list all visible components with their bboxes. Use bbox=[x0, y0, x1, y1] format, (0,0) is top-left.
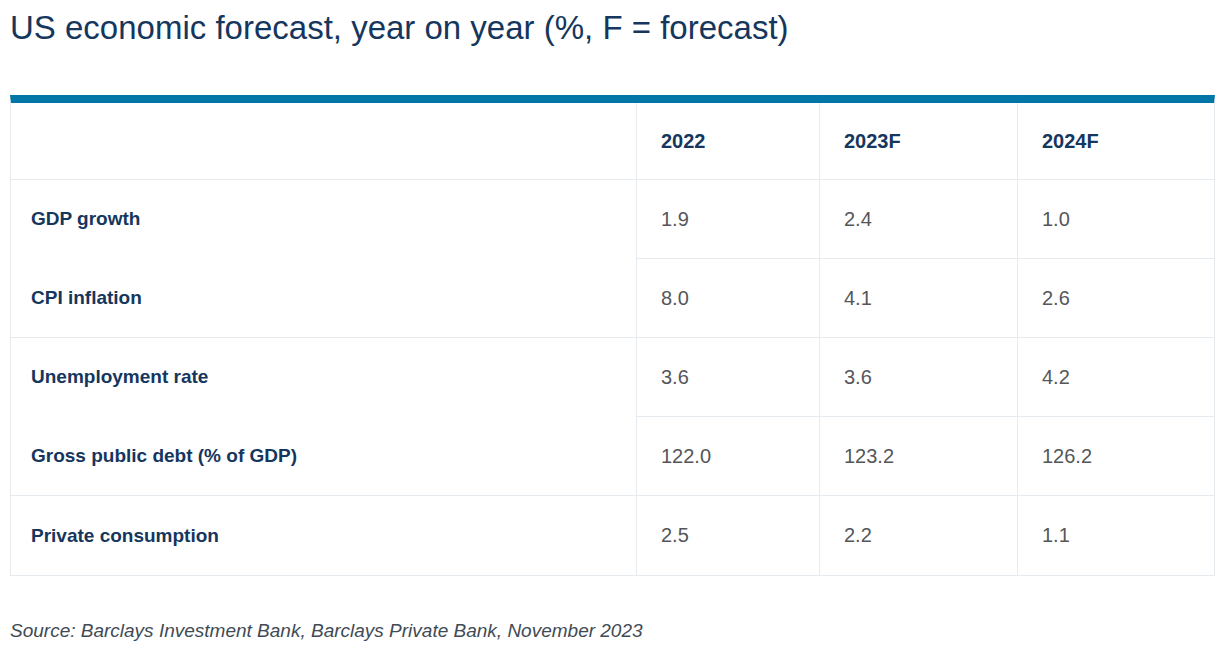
column-header-empty bbox=[11, 103, 636, 180]
source-note: Source: Barclays Investment Bank, Barcla… bbox=[10, 620, 1225, 642]
value-cell: 3.6 bbox=[636, 338, 819, 417]
cell-value: 4.1 bbox=[844, 287, 872, 310]
cell-value: 3.6 bbox=[844, 366, 872, 389]
table-row-private-consumption: Private consumption 2.5 2.2 1.1 bbox=[11, 496, 1214, 575]
cell-value: 1.9 bbox=[661, 208, 689, 231]
column-header-2024f: 2024F bbox=[1017, 103, 1214, 180]
value-cell: 4.2 bbox=[1017, 338, 1214, 417]
table-row-gross-public-debt: Gross public debt (% of GDP) 122.0 123.2… bbox=[11, 417, 1214, 496]
column-header-2023f: 2023F bbox=[819, 103, 1017, 180]
column-header-label: 2022 bbox=[661, 130, 706, 153]
page: US economic forecast, year on year (%, F… bbox=[0, 0, 1225, 653]
value-cell: 2.2 bbox=[819, 496, 1017, 575]
cell-value: 126.2 bbox=[1042, 445, 1092, 468]
column-header-2022: 2022 bbox=[636, 103, 819, 180]
table-row-unemployment-rate: Unemployment rate 3.6 3.6 4.2 bbox=[11, 338, 1214, 417]
row-label: Unemployment rate bbox=[31, 366, 208, 388]
value-cell: 8.0 bbox=[636, 259, 819, 338]
cell-value: 2.6 bbox=[1042, 287, 1070, 310]
cell-value: 2.2 bbox=[844, 524, 872, 547]
cell-value: 2.5 bbox=[661, 524, 689, 547]
value-cell: 123.2 bbox=[819, 417, 1017, 496]
value-cell: 2.6 bbox=[1017, 259, 1214, 338]
row-label: Private consumption bbox=[31, 525, 219, 547]
page-title: US economic forecast, year on year (%, F… bbox=[10, 8, 1225, 48]
value-cell: 2.4 bbox=[819, 180, 1017, 259]
table-row-cpi-inflation: CPI inflation 8.0 4.1 2.6 bbox=[11, 259, 1214, 338]
cell-value: 8.0 bbox=[661, 287, 689, 310]
value-cell: 2.5 bbox=[636, 496, 819, 575]
cell-value: 2.4 bbox=[844, 208, 872, 231]
row-label: CPI inflation bbox=[31, 287, 142, 309]
table-row-gdp-growth: GDP growth 1.9 2.4 1.0 bbox=[11, 180, 1214, 259]
row-label-cell: Private consumption bbox=[11, 496, 636, 575]
row-label-cell: Gross public debt (% of GDP) bbox=[11, 417, 636, 496]
cell-value: 3.6 bbox=[661, 366, 689, 389]
cell-value: 1.0 bbox=[1042, 208, 1070, 231]
row-label: GDP growth bbox=[31, 208, 140, 230]
value-cell: 4.1 bbox=[819, 259, 1017, 338]
cell-value: 122.0 bbox=[661, 445, 711, 468]
cell-value: 123.2 bbox=[844, 445, 894, 468]
value-cell: 1.0 bbox=[1017, 180, 1214, 259]
column-header-label: 2023F bbox=[844, 130, 901, 153]
forecast-table: 2022 2023F 2024F GDP growth 1.9 2.4 1.0 bbox=[10, 95, 1215, 576]
value-cell: 1.1 bbox=[1017, 496, 1214, 575]
value-cell: 1.9 bbox=[636, 180, 819, 259]
cell-value: 4.2 bbox=[1042, 366, 1070, 389]
row-label-cell: GDP growth bbox=[11, 180, 636, 259]
column-header-label: 2024F bbox=[1042, 130, 1099, 153]
value-cell: 122.0 bbox=[636, 417, 819, 496]
row-label-cell: Unemployment rate bbox=[11, 338, 636, 417]
row-label: Gross public debt (% of GDP) bbox=[31, 445, 297, 467]
cell-value: 1.1 bbox=[1042, 524, 1070, 547]
table-header-row: 2022 2023F 2024F bbox=[11, 103, 1214, 180]
value-cell: 126.2 bbox=[1017, 417, 1214, 496]
row-label-cell: CPI inflation bbox=[11, 259, 636, 338]
value-cell: 3.6 bbox=[819, 338, 1017, 417]
